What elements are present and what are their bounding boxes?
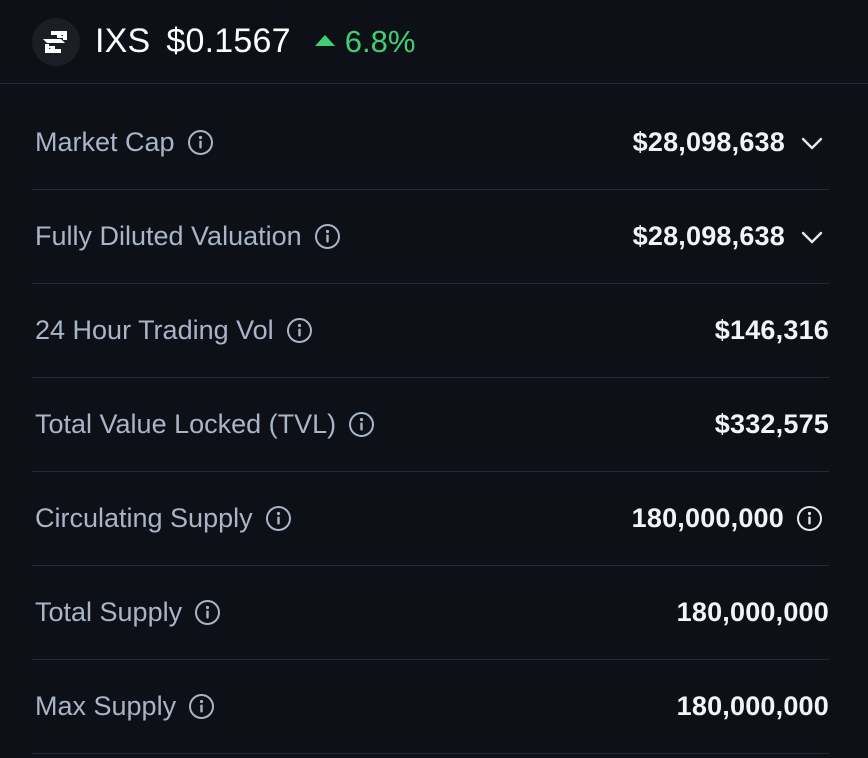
info-circle-icon[interactable]: [286, 317, 313, 344]
stat-row-total-supply: Total Supply 180,000,000: [32, 566, 829, 660]
triangle-up-icon: [314, 35, 335, 46]
stat-value-text: 180,000,000: [631, 503, 784, 533]
stats-table: Market Cap $28,098,638 Fully Diluted Val…: [32, 84, 829, 754]
stat-label-text: Max Supply: [35, 691, 177, 721]
stat-label-text: Market Cap: [35, 127, 175, 157]
stat-label-text: Circulating Supply: [35, 503, 253, 533]
stat-row-max-supply: Max Supply 180,000,000: [32, 660, 829, 754]
stat-label: Circulating Supply: [32, 503, 292, 534]
stat-label: Total Supply: [32, 597, 221, 628]
stat-row-24h-trading-vol: 24 Hour Trading Vol $146,316: [32, 284, 829, 378]
stat-label: Max Supply: [32, 691, 215, 722]
info-circle-icon[interactable]: [187, 129, 214, 156]
stat-label: Market Cap: [32, 127, 214, 158]
stat-value-text: $28,098,638: [632, 127, 785, 157]
info-circle-icon[interactable]: [796, 505, 823, 532]
info-circle-icon[interactable]: [194, 599, 221, 626]
stat-value-text: $332,575: [714, 409, 829, 439]
ixs-logo-icon: [32, 17, 80, 66]
stat-label-text: 24 Hour Trading Vol: [35, 315, 274, 345]
stat-value: $28,098,638: [633, 127, 829, 158]
stat-value-text: 180,000,000: [676, 691, 829, 721]
stat-value: $146,316: [715, 315, 829, 346]
chevron-down-icon[interactable]: [799, 130, 825, 156]
info-circle-icon[interactable]: [348, 411, 375, 438]
stat-label-text: Fully Diluted Valuation: [35, 221, 302, 251]
price-change-value: 6.8%: [344, 23, 416, 59]
stat-value: $332,575: [715, 409, 829, 440]
stat-value: 180,000,000: [632, 503, 829, 534]
stat-value: $28,098,638: [633, 221, 829, 252]
stat-value-text: $28,098,638: [632, 221, 785, 251]
info-circle-icon[interactable]: [265, 505, 292, 532]
stat-label: Fully Diluted Valuation: [32, 221, 341, 252]
stat-label: 24 Hour Trading Vol: [32, 315, 313, 346]
stat-label-text: Total Supply: [35, 597, 183, 627]
info-circle-icon[interactable]: [188, 693, 215, 720]
stat-row-fully-diluted-valuation: Fully Diluted Valuation $28,098,638: [32, 190, 829, 284]
info-circle-icon[interactable]: [314, 223, 341, 250]
price-change: 6.8%: [314, 23, 416, 60]
stat-value: 180,000,000: [677, 691, 829, 722]
stat-label: Total Value Locked (TVL): [32, 409, 375, 440]
stat-label-text: Total Value Locked (TVL): [35, 409, 337, 439]
coin-ticker: IXS: [95, 22, 151, 60]
stat-row-total-value-locked: Total Value Locked (TVL) $332,575: [32, 378, 829, 472]
stat-value-text: 180,000,000: [676, 597, 829, 627]
stat-value: 180,000,000: [677, 597, 829, 628]
stat-row-circulating-supply: Circulating Supply 180,000,000: [32, 472, 829, 566]
coin-price: $0.1567: [166, 22, 291, 60]
coin-header: IXS $0.1567 6.8%: [0, 0, 868, 84]
stat-row-market-cap: Market Cap $28,098,638: [32, 96, 829, 190]
stat-value-text: $146,316: [714, 315, 829, 345]
chevron-down-icon[interactable]: [799, 224, 825, 250]
